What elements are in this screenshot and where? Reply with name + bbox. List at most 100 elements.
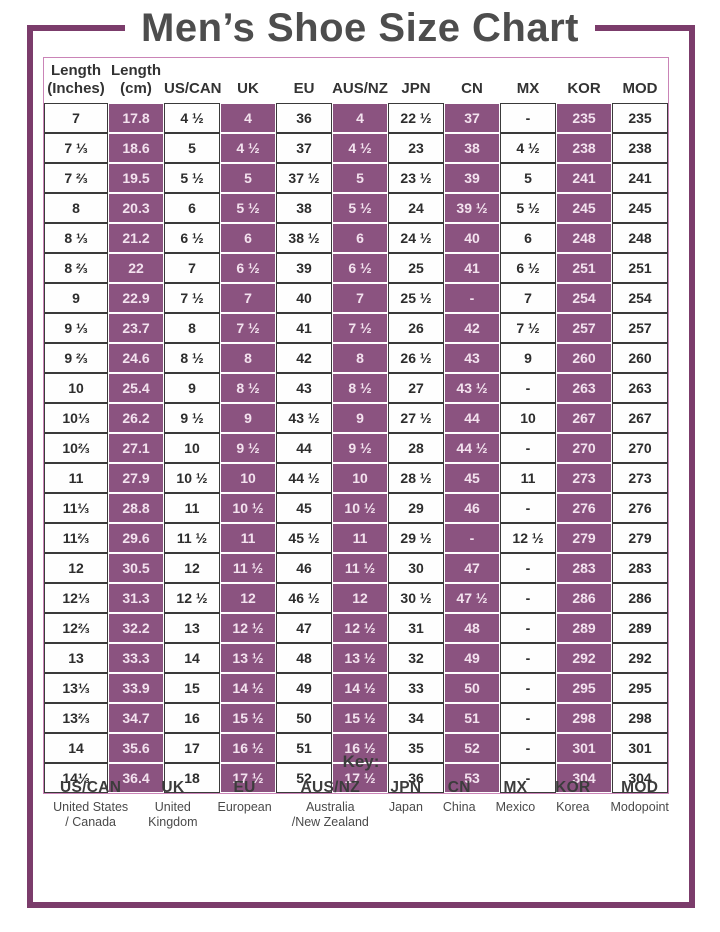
table-cell: 11: [500, 463, 556, 493]
table-cell: 43 ½: [276, 403, 332, 433]
table-cell: 22.9: [108, 283, 164, 313]
table-cell: 270: [612, 433, 668, 463]
key-entry: AUS/NZ Australia /New Zealand: [292, 779, 369, 830]
table-cell: 27.1: [108, 433, 164, 463]
table-cell: 17: [164, 733, 220, 763]
table-cell: -: [500, 583, 556, 613]
table-cell: 40: [444, 223, 500, 253]
table-cell: 47 ½: [444, 583, 500, 613]
table-row: 9 ⅓ 23.7 8 7 ½ 41 7 ½ 26 42 7 ½ 257 257: [44, 313, 668, 343]
table-cell: 38: [276, 193, 332, 223]
key-entry: UK United Kingdom: [148, 779, 197, 830]
table-cell: 5 ½: [500, 193, 556, 223]
table-cell: 32: [388, 643, 444, 673]
table-cell: 34: [388, 703, 444, 733]
table-cell: 42: [276, 343, 332, 373]
table-cell: -: [500, 673, 556, 703]
table-cell: 24.6: [108, 343, 164, 373]
table-cell: 5 ½: [332, 193, 388, 223]
table-cell: 44: [444, 403, 500, 433]
table-cell: 11 ½: [220, 553, 276, 583]
key-entry: EU European: [218, 779, 272, 815]
table-cell: 10 ½: [332, 493, 388, 523]
table-cell: 51: [276, 733, 332, 763]
table-cell: 49: [276, 673, 332, 703]
table-cell: 8: [220, 343, 276, 373]
table-cell: 36: [388, 763, 444, 793]
table-cell: 14⅓: [44, 763, 108, 793]
table-cell: 17 ½: [220, 763, 276, 793]
table-cell: 23.7: [108, 313, 164, 343]
table-cell: 14 ½: [220, 673, 276, 703]
table-cell: 37 ½: [276, 163, 332, 193]
table-cell: 6 ½: [500, 253, 556, 283]
table-cell: 38 ½: [276, 223, 332, 253]
page-title: Men’s Shoe Size Chart: [125, 0, 595, 56]
table-row: 10⅓ 26.2 9 ½ 9 43 ½ 9 27 ½ 44 10 267 267: [44, 403, 668, 433]
table-cell: 8 ½: [332, 373, 388, 403]
table-cell: 238: [556, 133, 612, 163]
table-cell: 273: [612, 463, 668, 493]
table-cell: 295: [556, 673, 612, 703]
table-cell: 39 ½: [444, 193, 500, 223]
table-cell: 245: [612, 193, 668, 223]
table-cell: 17.8: [108, 103, 164, 133]
table-cell: 29.6: [108, 523, 164, 553]
table-cell: -: [500, 703, 556, 733]
table-cell: 12: [332, 583, 388, 613]
table-cell: 8 ⅓: [44, 223, 108, 253]
table-cell: 9: [500, 343, 556, 373]
column-header: EU: [276, 58, 332, 103]
table-cell: 13⅔: [44, 703, 108, 733]
table-cell: 20.3: [108, 193, 164, 223]
table-cell: 15 ½: [220, 703, 276, 733]
key-entry: KOR Korea: [555, 779, 590, 815]
table-cell: 254: [556, 283, 612, 313]
table-cell: 6 ½: [220, 253, 276, 283]
table-cell: 10⅓: [44, 403, 108, 433]
table-cell: 40: [276, 283, 332, 313]
table-cell: 18.6: [108, 133, 164, 163]
key-title: Key:: [342, 752, 380, 771]
table-cell: 270: [556, 433, 612, 463]
table-cell: 11: [332, 523, 388, 553]
table-cell: 10: [220, 463, 276, 493]
table-cell: 39: [276, 253, 332, 283]
table-cell: 42: [444, 313, 500, 343]
column-header: Length (cm): [108, 58, 164, 103]
table-cell: 50: [276, 703, 332, 733]
table-cell: 235: [556, 103, 612, 133]
table-cell: 34.7: [108, 703, 164, 733]
table-cell: 12 ½: [332, 613, 388, 643]
table-cell: 251: [556, 253, 612, 283]
table-header: Length (Inches) Length (cm) US/CAN UK EU AUS/…: [44, 58, 668, 103]
table-cell: 13: [44, 643, 108, 673]
key-meaning: Mexico: [495, 800, 536, 814]
key-meaning: Korea: [556, 800, 590, 814]
key-entry: MX Mexico: [496, 779, 536, 815]
table-cell: 23: [388, 133, 444, 163]
size-table-container: Length (Inches) Length (cm) US/CAN UK EU AUS/…: [43, 57, 669, 794]
table-cell: 283: [612, 553, 668, 583]
table-cell: 46: [444, 493, 500, 523]
table-cell: 263: [556, 373, 612, 403]
table-cell: 7 ⅔: [44, 163, 108, 193]
table-cell: 21.2: [108, 223, 164, 253]
table-cell: 11⅔: [44, 523, 108, 553]
key-abbr: KOR: [555, 779, 591, 796]
table-cell: 4 ½: [332, 133, 388, 163]
table-cell: 304: [556, 763, 612, 793]
table-cell: -: [500, 613, 556, 643]
key-abbr: MOD: [621, 779, 659, 796]
table-cell: 17 ½: [332, 763, 388, 793]
table-cell: 6: [500, 223, 556, 253]
table-cell: 248: [612, 223, 668, 253]
table-cell: 12: [220, 583, 276, 613]
table-cell: 14 ½: [332, 673, 388, 703]
table-cell: 7 ½: [500, 313, 556, 343]
table-cell: 14: [164, 643, 220, 673]
table-cell: 279: [612, 523, 668, 553]
table-cell: 43: [276, 373, 332, 403]
table-cell: 245: [556, 193, 612, 223]
